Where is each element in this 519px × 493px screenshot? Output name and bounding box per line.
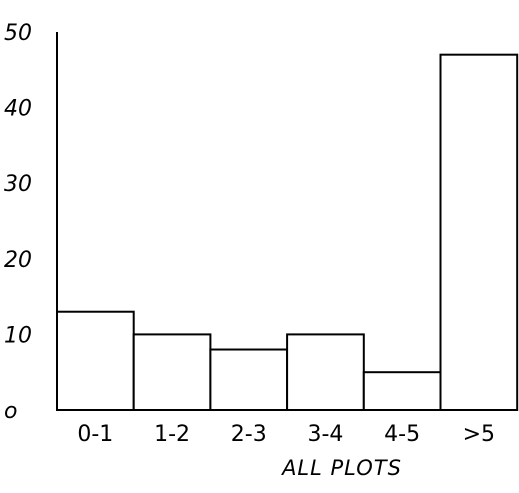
bar-2-3 [209, 348, 289, 411]
x-category-label: 1-2 [154, 422, 190, 447]
x-axis-title: ALL PLOTS [280, 456, 402, 480]
y-tick-label: 50 [4, 21, 32, 46]
y-tick-label: 30 [4, 172, 32, 197]
y-tick-label: 10 [4, 323, 32, 348]
x-category-label: 0-1 [77, 422, 113, 447]
bar->5 [439, 53, 519, 412]
y-tick-label: 40 [4, 97, 32, 122]
bar-3-4 [286, 333, 365, 411]
x-category-label: 2-3 [231, 422, 267, 447]
x-category-label: 3-4 [307, 422, 343, 447]
y-tick-label: o [4, 399, 17, 424]
x-category-label: 4-5 [384, 422, 420, 447]
x-axis-category-labels: 0-1 1-2 2-3 3-4 4-5 >5 [77, 422, 495, 447]
y-axis-tick-labels: o 10 20 30 40 50 [4, 21, 32, 424]
bars-group [56, 53, 519, 412]
bar-1-2 [132, 333, 212, 411]
y-tick-label: 20 [4, 248, 32, 273]
bar-4-5 [362, 371, 442, 412]
bar-0-1 [56, 310, 135, 411]
x-category-label: >5 [463, 422, 495, 447]
